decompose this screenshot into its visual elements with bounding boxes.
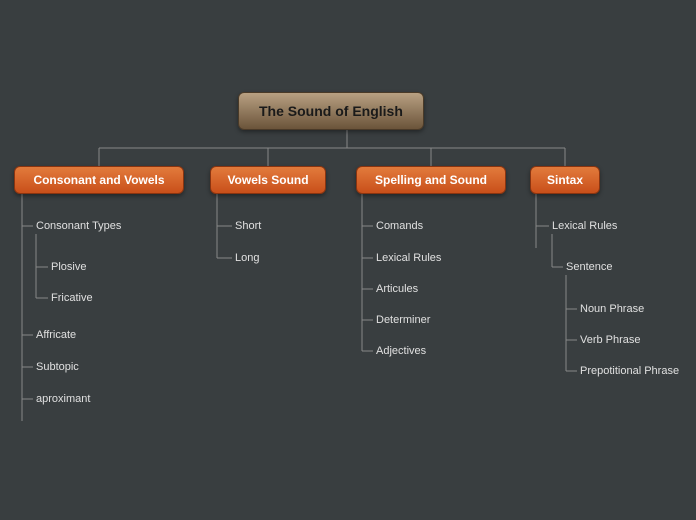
leaf-node-l17: Prepotitional Phrase <box>580 365 679 377</box>
leaf-node-l15: Noun Phrase <box>580 303 644 315</box>
leaf-node-l11: Determiner <box>376 314 430 326</box>
branch-node-b1: Vowels Sound <box>210 166 326 194</box>
leaf-node-l10: Articules <box>376 283 418 295</box>
leaf-node-l3: Affricate <box>36 329 76 341</box>
leaf-node-l9: Lexical Rules <box>376 252 441 264</box>
leaf-node-l7: Long <box>235 252 259 264</box>
root-node: The Sound of English <box>238 92 424 130</box>
branch-node-b0: Consonant and Vowels <box>14 166 184 194</box>
leaf-node-l12: Adjectives <box>376 345 426 357</box>
leaf-node-l1: Plosive <box>51 261 86 273</box>
branch-node-b3: Sintax <box>530 166 600 194</box>
leaf-node-l13: Lexical Rules <box>552 220 617 232</box>
leaf-node-l14: Sentence <box>566 261 612 273</box>
connector-lines <box>0 0 696 520</box>
leaf-node-l6: Short <box>235 220 261 232</box>
leaf-node-l5: aproximant <box>36 393 90 405</box>
leaf-node-l4: Subtopic <box>36 361 79 373</box>
leaf-node-l16: Verb Phrase <box>580 334 641 346</box>
leaf-node-l8: Comands <box>376 220 423 232</box>
branch-node-b2: Spelling and Sound <box>356 166 506 194</box>
leaf-node-l0: Consonant Types <box>36 220 121 232</box>
leaf-node-l2: Fricative <box>51 292 93 304</box>
